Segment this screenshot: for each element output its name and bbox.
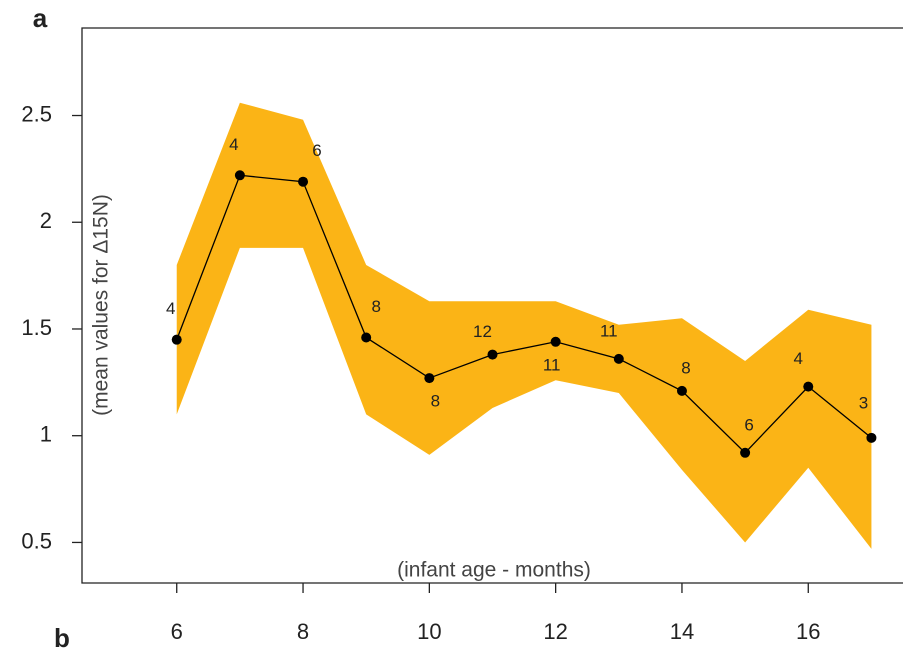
sample-size-label: 6 [744, 415, 753, 434]
y-axis-label: (mean values for Δ15N) [90, 194, 113, 416]
point [676, 385, 687, 396]
x-tick-label: 12 [543, 619, 567, 644]
y-tick-label: 1.5 [21, 315, 52, 340]
point [234, 170, 245, 181]
line [176, 174, 872, 454]
sample-size-label: 8 [681, 358, 690, 377]
x-axis-label: (infant age - months) [397, 559, 591, 582]
x-tick-label: 8 [297, 619, 309, 644]
point [740, 447, 751, 458]
point [866, 432, 877, 443]
point [361, 332, 372, 343]
point [803, 381, 814, 392]
point [613, 353, 624, 364]
confidence-band [176, 102, 872, 549]
sample-size-label: 3 [859, 393, 868, 412]
sample-size-label: 11 [600, 321, 618, 340]
sample-size-label: 11 [543, 355, 561, 374]
sample-size-label: 4 [166, 299, 175, 318]
x-tick-label: 10 [417, 619, 441, 644]
point [487, 349, 498, 360]
x-tick-label: 16 [796, 619, 820, 644]
sample-size-label: 4 [794, 349, 803, 368]
sample-size-label: 4 [229, 135, 238, 154]
panel-label: b [54, 623, 70, 653]
y-tick-label: 2 [40, 208, 52, 233]
point [424, 373, 435, 384]
panel-label: a [33, 3, 48, 33]
x-tick-label: 6 [171, 619, 183, 644]
y-tick-label: 0.5 [21, 528, 52, 553]
point [298, 176, 309, 187]
x-tick-label: 14 [670, 619, 694, 644]
sample-size-label: 6 [312, 141, 321, 160]
plot-frame [81, 27, 903, 584]
sample-size-label: 8 [431, 392, 440, 411]
point [550, 336, 561, 347]
y-tick-label: 2.5 [21, 101, 52, 126]
point [171, 334, 182, 345]
sample-size-label: 8 [371, 297, 380, 316]
sample-size-label: 12 [473, 322, 492, 341]
y-tick-label: 1 [40, 422, 52, 447]
